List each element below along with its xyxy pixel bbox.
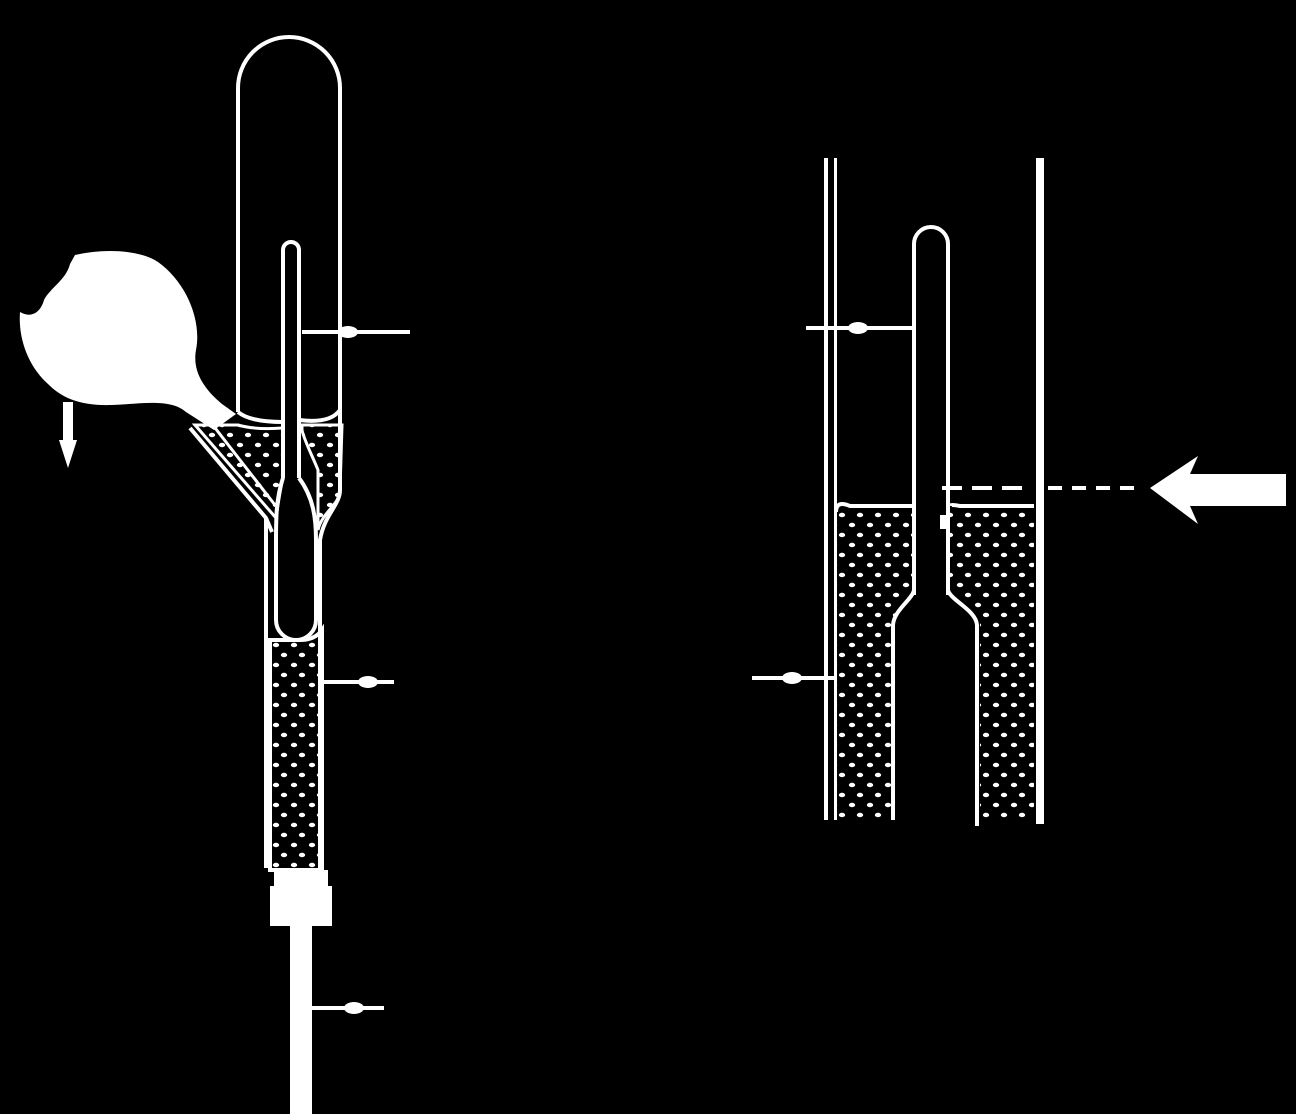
fluid-column — [268, 623, 324, 872]
dashed-indicator — [940, 486, 1134, 529]
right-apparatus — [752, 158, 1286, 826]
fluid-left — [191, 423, 285, 522]
block-arrow-left — [1150, 456, 1286, 524]
fluid-left-right-view — [836, 510, 914, 820]
fluid-surface — [236, 408, 342, 424]
pointer-lower — [312, 1002, 384, 1014]
left-apparatus — [19, 35, 410, 1114]
pointer-middle — [322, 676, 394, 688]
inner-tube-right — [912, 225, 950, 595]
inner-tube-right-taper — [891, 589, 979, 826]
fluid-right-right-view — [950, 510, 1034, 820]
outer-wall-left — [824, 158, 828, 820]
stopper-top — [274, 870, 328, 886]
inner-tube-lower — [274, 476, 318, 642]
inner-tube — [281, 240, 301, 478]
pointer-upper — [302, 326, 410, 338]
pointer-right-upper — [806, 322, 914, 334]
outer-wall-left-inner — [834, 158, 837, 820]
pointer-right-lower — [752, 672, 834, 684]
stem-tube — [290, 926, 312, 1114]
outer-tube — [236, 35, 342, 412]
drip-pointer — [59, 402, 77, 468]
meniscus — [834, 502, 1034, 513]
fluid-right — [300, 423, 344, 531]
stopper — [270, 886, 332, 926]
rubber-bulb — [19, 250, 237, 430]
outer-wall-right — [1036, 158, 1044, 824]
